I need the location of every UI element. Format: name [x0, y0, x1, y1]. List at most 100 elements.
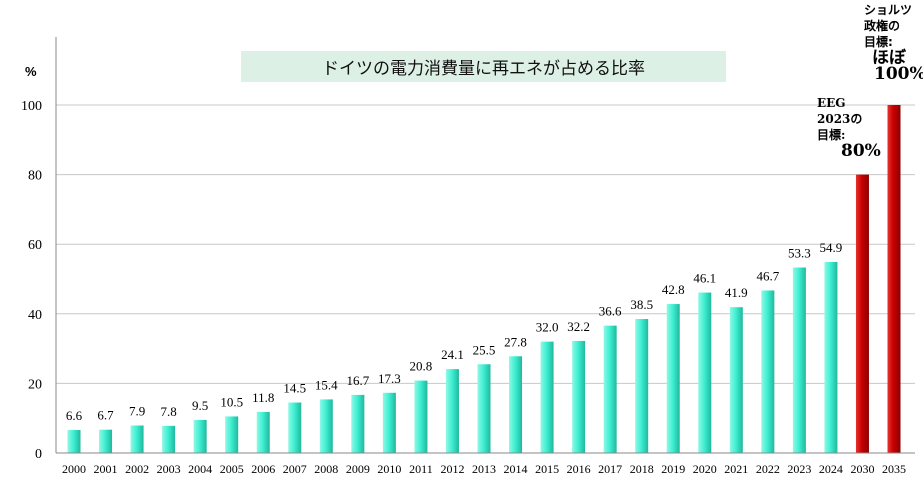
value-label-2023: 53.3: [788, 246, 811, 261]
value-label-2005: 10.5: [220, 394, 243, 409]
x-tick-label-2022: 2022: [756, 462, 780, 476]
x-tick-label-2016: 2016: [567, 462, 591, 476]
value-label-2019: 42.8: [662, 282, 685, 297]
value-label-2010: 17.3: [378, 371, 401, 386]
scholz-target-value: 100%: [874, 64, 923, 84]
scholz-target-annotation: ショルツ 政権の 目標: ほぼ 100%: [864, 2, 923, 84]
bar-2002: [130, 425, 144, 453]
value-label-2015: 32.0: [536, 320, 559, 335]
x-tick-label-2008: 2008: [314, 462, 338, 476]
x-tick-label-2009: 2009: [346, 462, 370, 476]
x-tick-label-2002: 2002: [125, 462, 149, 476]
x-tick-label-2005: 2005: [220, 462, 244, 476]
value-label-2000: 6.6: [66, 408, 83, 423]
value-label-2017: 36.6: [599, 304, 622, 319]
scholz-line1: ショルツ: [864, 3, 913, 17]
value-label-2001: 6.7: [97, 408, 114, 423]
value-label-2003: 7.8: [160, 404, 176, 419]
bar-2015: [540, 341, 554, 453]
bar-2016: [572, 340, 586, 453]
bar-2017: [603, 325, 617, 453]
x-tick-label-2035: 2035: [882, 462, 906, 476]
bar-2014: [509, 356, 523, 453]
bar-2024: [824, 261, 838, 453]
x-tick-label-2015: 2015: [535, 462, 559, 476]
eeg-line2: 2023の: [817, 112, 863, 126]
x-tick-label-2012: 2012: [440, 462, 464, 476]
y-axis-unit: %: [25, 64, 37, 79]
bar-2019: [666, 304, 680, 453]
bars: 6.6 6.7 7.9 7.8 9.5 10.5 11.8 14.5 15.4 16.7 17.3 2…: [66, 105, 901, 453]
scholz-line3: 目標:: [864, 35, 893, 49]
y-tick-label-0: 0: [35, 447, 42, 462]
x-tick-label-2010: 2010: [377, 462, 401, 476]
y-axis: 0 20 40 60 80 100: [21, 99, 42, 462]
x-tick-label-2011: 2011: [409, 462, 433, 476]
value-label-2021: 41.9: [725, 285, 748, 300]
bar-2013: [477, 364, 491, 453]
x-tick-label-2030: 2030: [850, 462, 874, 476]
value-label-2011: 20.8: [410, 359, 433, 374]
chart-title: ドイツの電力消費量に再エネが占める比率: [241, 51, 726, 82]
eeg-line1: EEG: [817, 96, 846, 110]
bar-2035: [887, 105, 901, 453]
scholz-line4: ほぼ: [872, 48, 906, 68]
x-tick-label-2001: 2001: [94, 462, 118, 476]
bar-2010: [382, 392, 396, 453]
bar-2012: [445, 369, 459, 453]
bar-2022: [761, 290, 775, 453]
x-tick-label-2019: 2019: [661, 462, 685, 476]
eeg-target-annotation: EEG 2023の 目標: 80%: [817, 95, 881, 161]
y-tick-label-40: 40: [28, 308, 42, 323]
x-tick-label-2013: 2013: [472, 462, 496, 476]
value-label-2004: 9.5: [192, 398, 208, 413]
bar-2009: [351, 394, 365, 453]
x-tick-label-2004: 2004: [188, 462, 212, 476]
y-tick-label-60: 60: [28, 238, 42, 253]
value-label-2007: 14.5: [283, 381, 306, 396]
x-axis: 2000 2001 2002 2003 2004 2005 2006 2007 2008 2009…: [62, 462, 906, 476]
bar-2030: [855, 174, 869, 453]
y-tick-label-20: 20: [28, 377, 42, 392]
x-tick-label-2020: 2020: [693, 462, 717, 476]
bar-2003: [162, 425, 176, 453]
bar-2004: [193, 419, 207, 453]
bar-2018: [635, 319, 649, 453]
bar-2006: [256, 411, 270, 453]
x-tick-label-2014: 2014: [504, 462, 528, 476]
bar-2011: [414, 380, 428, 453]
y-tick-label-80: 80: [28, 169, 42, 184]
bar-2008: [319, 399, 333, 453]
eeg-line3: 目標:: [817, 128, 846, 142]
eeg-target-value: 80%: [841, 141, 881, 161]
value-label-2018: 38.5: [630, 297, 653, 312]
x-tick-label-2006: 2006: [251, 462, 275, 476]
x-tick-label-2023: 2023: [787, 462, 811, 476]
value-label-2024: 54.9: [820, 240, 843, 255]
bar-2005: [225, 416, 239, 453]
x-tick-label-2000: 2000: [62, 462, 86, 476]
value-label-2008: 15.4: [315, 377, 338, 392]
value-label-2014: 27.8: [504, 334, 527, 349]
value-label-2016: 32.2: [567, 319, 590, 334]
bar-2021: [729, 307, 743, 453]
x-tick-label-2018: 2018: [630, 462, 654, 476]
bar-2023: [792, 267, 806, 453]
y-tick-label-100: 100: [21, 99, 42, 114]
value-label-2009: 16.7: [346, 373, 369, 388]
value-label-2006: 11.8: [252, 390, 274, 405]
value-label-2022: 46.7: [756, 268, 779, 283]
x-tick-label-2007: 2007: [283, 462, 307, 476]
value-label-2002: 7.9: [129, 404, 145, 419]
x-tick-label-2017: 2017: [598, 462, 622, 476]
value-label-2013: 25.5: [473, 342, 496, 357]
x-tick-label-2003: 2003: [157, 462, 181, 476]
x-tick-label-2024: 2024: [819, 462, 843, 476]
bar-2020: [698, 292, 712, 453]
value-label-2020: 46.1: [693, 271, 716, 286]
bar-2000: [67, 430, 81, 453]
scholz-line2: 政権の: [864, 19, 901, 33]
x-tick-label-2021: 2021: [724, 462, 748, 476]
bar-2001: [99, 429, 113, 453]
